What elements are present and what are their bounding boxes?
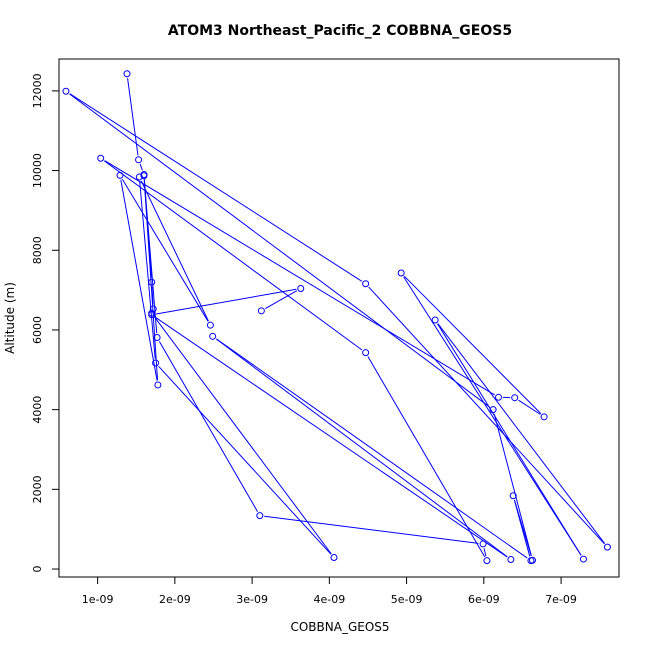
series-segment — [158, 366, 332, 555]
series-segment — [518, 399, 541, 415]
y-axis-label: Altitude (m) — [3, 282, 17, 354]
series-segment — [403, 276, 582, 556]
series-segment — [140, 180, 209, 322]
series-segment — [158, 341, 259, 512]
y-tick-label: 12000 — [31, 73, 44, 108]
series-segment — [143, 180, 159, 381]
data-point — [527, 557, 535, 565]
data-point — [431, 316, 439, 324]
series-line — [69, 78, 606, 559]
series-segment — [437, 323, 606, 544]
series-segment — [483, 548, 487, 557]
series-segment — [69, 93, 490, 408]
data-point — [297, 285, 305, 293]
series-segment — [153, 316, 332, 555]
series-segment — [264, 515, 479, 544]
series-segment — [121, 178, 209, 322]
x-tick-label: 1e-09 — [82, 593, 114, 606]
series-segment — [120, 179, 158, 381]
data-point — [507, 555, 515, 563]
x-tick-label: 6e-09 — [468, 593, 500, 606]
data-point — [123, 70, 131, 78]
series-segment — [265, 290, 298, 310]
data-point — [479, 540, 487, 548]
data-point — [330, 553, 338, 561]
x-tick-label: 5e-09 — [391, 593, 423, 606]
x-axis-label: COBBNA_GEOS5 — [290, 620, 389, 634]
series-segment — [403, 275, 542, 414]
data-point — [135, 173, 143, 181]
y-tick-label: 0 — [31, 566, 44, 573]
data-point — [489, 406, 497, 414]
y-axis: 0 2000 4000 6000 8000 10000 12000 — [31, 73, 60, 573]
series-segment — [368, 286, 605, 545]
series-segment — [216, 338, 528, 559]
y-tick-label: 2000 — [31, 475, 44, 503]
series-segment — [139, 163, 143, 171]
data-point — [152, 359, 160, 367]
data-point — [148, 311, 156, 319]
data-point — [511, 394, 519, 402]
series-segment — [143, 180, 158, 334]
chart-title: ATOM3 Northeast_Pacific_2 COBBNA_GEOS5 — [168, 23, 512, 39]
data-point — [495, 393, 503, 401]
series-points — [62, 70, 611, 565]
y-tick-label: 4000 — [31, 396, 44, 424]
series-segment — [156, 288, 297, 315]
x-tick-label: 7e-09 — [545, 593, 577, 606]
series-segment — [367, 356, 486, 558]
x-tick-label: 3e-09 — [236, 593, 268, 606]
data-point — [509, 492, 517, 500]
data-point — [135, 156, 143, 164]
data-point — [206, 321, 214, 329]
data-point — [116, 171, 124, 179]
data-point — [579, 555, 587, 563]
data-point — [540, 413, 548, 421]
series-segment — [139, 181, 156, 359]
data-point — [362, 349, 370, 357]
y-tick-label: 8000 — [31, 236, 44, 264]
series-segment — [69, 93, 363, 282]
series-segment — [127, 78, 139, 156]
data-point — [148, 278, 156, 286]
series-segment — [513, 499, 531, 557]
data-point — [362, 280, 370, 288]
data-point — [140, 172, 148, 180]
data-point — [97, 154, 105, 162]
data-point — [153, 334, 161, 342]
x-axis: 1e-09 2e-09 3e-09 4e-09 5e-09 6e-09 7e-09 — [82, 576, 577, 606]
data-point — [397, 269, 405, 277]
x-tick-label: 4e-09 — [313, 593, 345, 606]
x-tick-label: 2e-09 — [159, 593, 191, 606]
data-point — [603, 543, 611, 551]
y-tick-label: 10000 — [31, 153, 44, 188]
data-point — [256, 512, 264, 520]
data-point — [62, 87, 70, 95]
data-point — [257, 307, 265, 315]
series-segment — [104, 160, 495, 396]
series-segment — [104, 160, 363, 351]
data-point — [154, 381, 162, 389]
series-segment — [216, 338, 508, 558]
series-segment — [493, 413, 532, 557]
data-point — [483, 557, 491, 565]
series-segment — [155, 316, 508, 558]
y-tick-label: 6000 — [31, 316, 44, 344]
data-point — [209, 332, 217, 340]
